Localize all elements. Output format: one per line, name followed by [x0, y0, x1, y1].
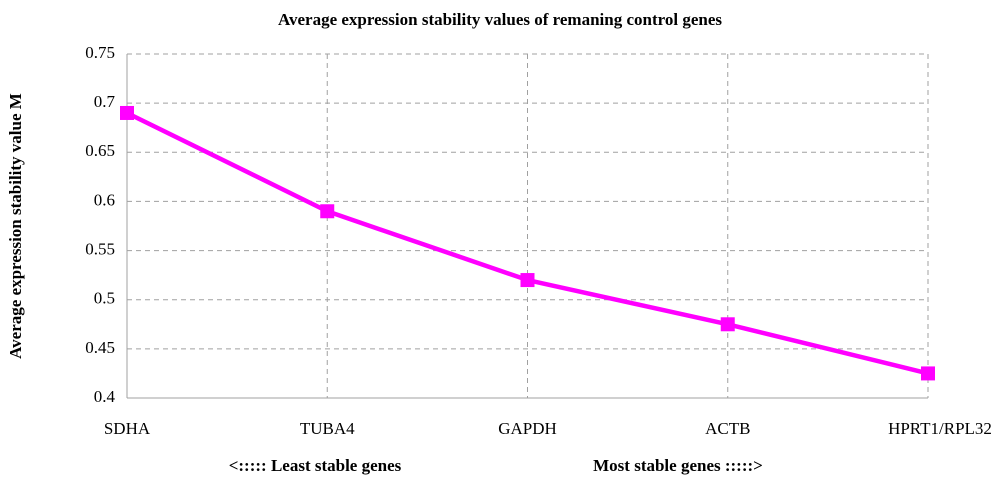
y-tick-label: 0.7: [94, 92, 116, 111]
y-axis-label: Average expression stability value M: [6, 93, 25, 359]
y-tick-label: 0.75: [85, 43, 115, 62]
x-tick-label: GAPDH: [498, 419, 557, 438]
y-tick-label: 0.4: [94, 387, 116, 406]
chart-title: Average expression stability values of r…: [278, 10, 722, 29]
x-tick-label: ACTB: [705, 419, 750, 438]
data-point: [520, 273, 535, 288]
data-point: [720, 317, 735, 332]
data-point: [320, 204, 335, 219]
y-tick-label: 0.6: [94, 190, 115, 209]
data-point: [120, 105, 134, 120]
data-point: [921, 366, 935, 381]
y-tick-label: 0.5: [94, 289, 115, 308]
x-axis-label-right: Most stable genes :::::>: [593, 456, 763, 475]
x-tick-label: SDHA: [104, 419, 151, 438]
x-axis-label-left: <::::: Least stable genes: [229, 456, 402, 475]
y-tick-label: 0.55: [85, 239, 115, 258]
y-tick-label: 0.65: [85, 141, 115, 160]
x-tick-label: HPRT1/RPL32: [888, 419, 992, 438]
y-tick-label: 0.45: [85, 338, 115, 357]
x-tick-label: TUBA4: [300, 419, 355, 438]
